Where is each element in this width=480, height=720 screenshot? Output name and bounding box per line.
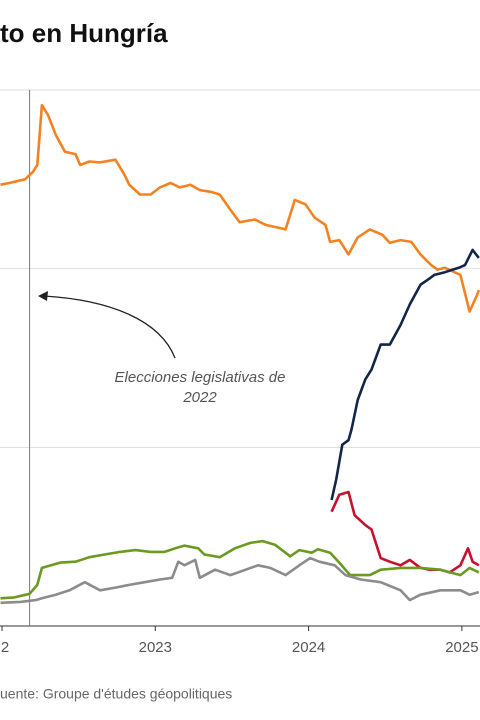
annotation-text: Elecciones legislativas de [115,369,286,386]
x-tick-label: 2024 [292,639,325,656]
x-tick-label: 2 [1,639,9,656]
chart-title: to en Hungría [0,18,168,48]
annotation-text: 2022 [182,389,217,406]
x-tick-label: 2023 [139,639,172,656]
series-line [0,103,480,313]
series-line [0,539,480,600]
series-line [330,248,480,501]
series-line [330,490,480,574]
x-tick-label: 2025 [445,639,478,656]
source: uente: Groupe d'études géopolitiques [0,686,232,702]
series-line [0,556,480,605]
arrow-head [38,291,48,301]
annotation-arrow [43,295,176,359]
